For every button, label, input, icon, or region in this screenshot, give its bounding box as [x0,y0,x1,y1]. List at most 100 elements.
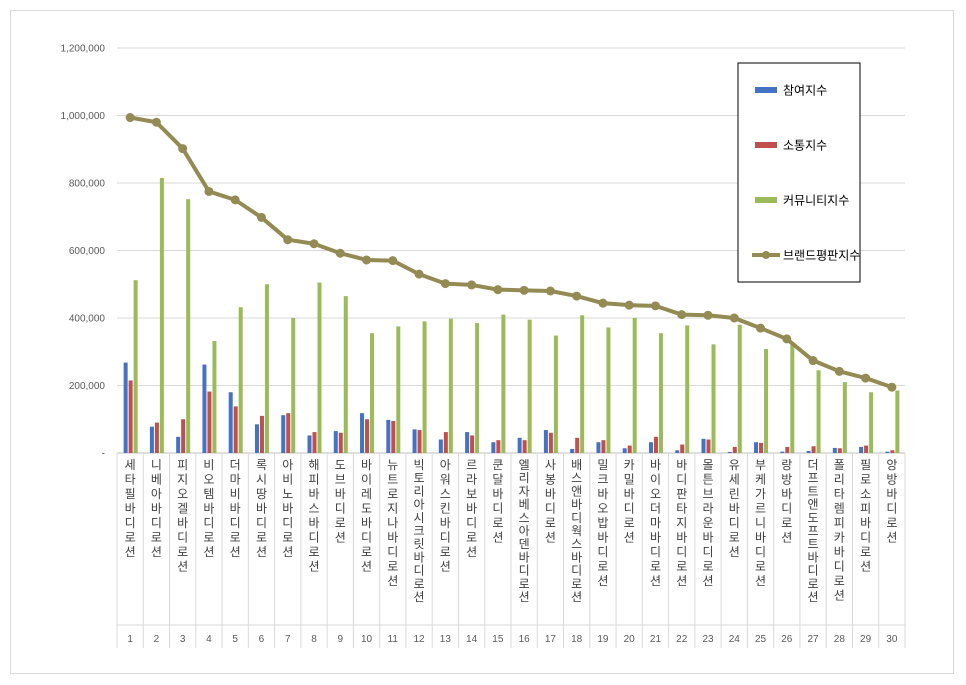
y-tick-label: 1,000,000 [61,111,106,122]
bar-1 [228,392,233,453]
brand-index-marker [624,300,634,310]
bar-3 [212,340,217,453]
bar-1 [806,450,811,453]
rank-label: 27 [808,634,820,645]
bar-2 [522,440,527,453]
bar-3 [553,335,558,453]
bar-3 [527,319,532,453]
brand-index-marker [861,373,871,383]
bar-2 [128,380,133,453]
bar-2 [338,432,343,453]
rank-label: 12 [414,634,426,645]
bar-2 [391,420,396,453]
bar-2 [207,391,212,453]
bar-1 [360,413,365,453]
brand-index-line [129,115,893,390]
bar-3 [632,318,637,453]
bar-3 [816,370,821,453]
brand-index-marker [335,248,345,258]
y-tick-label: 200,000 [69,381,106,392]
bar-3 [238,307,243,453]
rank-label: 5 [232,634,238,645]
bar-1 [333,431,338,453]
bar-1 [465,432,470,453]
bar-2 [233,406,238,453]
bar-2 [811,446,816,453]
brand-index-marker [677,310,687,320]
bar-2 [837,448,842,453]
brand-index-marker [493,285,503,295]
bar-3 [790,343,795,453]
legend-label: 참여지수 [783,84,827,98]
bar-2 [785,446,790,453]
bar-2 [575,437,580,453]
legend-label: 커뮤니티지수 [783,194,849,208]
bar-1 [596,442,601,453]
bar-1 [202,364,207,453]
bar-3 [317,282,322,453]
bar-3 [370,333,375,453]
brand-index-marker [703,310,713,320]
bar-3 [291,318,296,453]
bar-1 [780,451,785,453]
bar-2 [259,415,264,453]
bar-3 [658,333,663,453]
bar-2 [680,444,685,453]
brand-index-marker [834,366,844,376]
bar-2 [653,436,658,453]
bar-3 [396,326,401,453]
rank-label: 21 [650,634,662,645]
y-tick-label: 1,200,000 [61,44,106,55]
brand-index-marker [808,356,818,366]
rank-label: 16 [519,634,531,645]
rank-label: 23 [702,634,714,645]
rank-label: 9 [337,634,343,645]
bar-1 [386,419,391,453]
legend-box [737,62,861,283]
bar-1 [675,450,680,453]
bar-1 [622,448,627,453]
bar-1 [412,429,417,453]
y-tick-label: - [102,449,105,460]
brand-index-marker [729,313,739,323]
bar-2 [365,419,370,453]
rank-label: 29 [860,634,872,645]
bar-1 [307,435,312,453]
rank-label: 25 [755,634,767,645]
bar-2 [417,430,422,453]
bar-3 [606,327,611,453]
brand-index-marker [362,255,372,265]
bar-3 [343,296,348,453]
y-tick-label: 400,000 [69,314,106,325]
rank-label: 10 [361,634,373,645]
bar-1 [438,439,443,453]
brand-index-marker [598,298,608,308]
brand-index-marker [125,113,135,123]
bar-1 [727,451,732,453]
bar-3 [580,315,585,453]
bar-2 [470,435,475,453]
rank-label: 28 [834,634,846,645]
brand-index-marker [650,301,660,311]
bar-3 [159,177,164,453]
rank-label: 8 [311,634,317,645]
brand-index-marker [887,382,897,392]
brand-index-marker [572,291,582,301]
bar-2 [312,432,317,453]
bar-1 [281,415,286,453]
